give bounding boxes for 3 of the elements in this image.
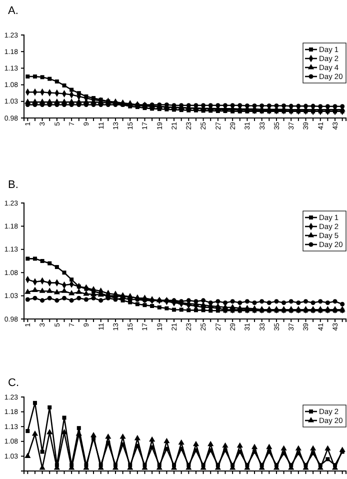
- chart-title: A.: [8, 5, 18, 17]
- chart-title: B.: [8, 179, 18, 191]
- chart-title: C.: [8, 377, 19, 389]
